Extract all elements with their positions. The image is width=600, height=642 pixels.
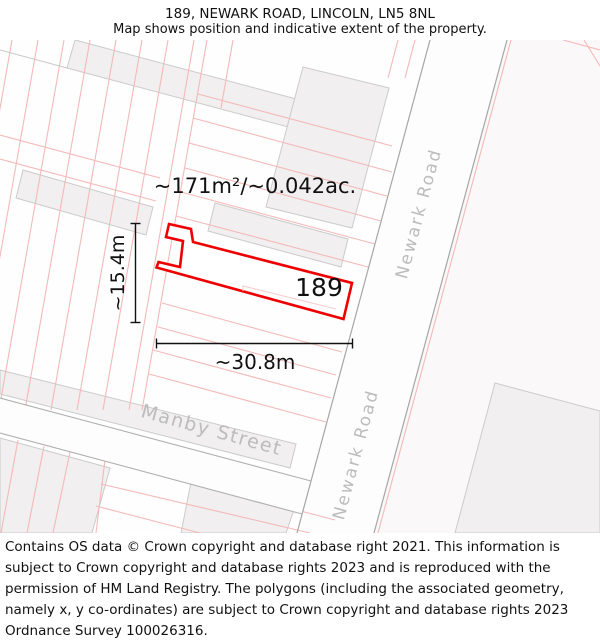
manby-street-north-edge	[0, 397, 312, 482]
manby-street-south-edge	[0, 432, 303, 515]
newark-road-surface	[297, 40, 507, 533]
road-boundaries	[0, 40, 508, 533]
height-dimension-label: ~15.4m	[107, 235, 129, 312]
area-label: ~171m²/~0.042ac.	[154, 174, 356, 198]
interior-plot-line	[242, 285, 337, 310]
height-dimension-line	[130, 222, 141, 324]
report-header: 189, NEWARK ROAD, LINCOLN, LN5 8NL Map s…	[0, 0, 600, 40]
manby-street-surface	[0, 398, 311, 514]
map-subtitle: Map shows position and indicative extent…	[113, 22, 487, 37]
width-dimension-label: ~30.8m	[215, 350, 296, 374]
map-canvas: Newark Road Newark Road Manby Street ~17…	[0, 40, 600, 533]
property-map: Newark Road Newark Road Manby Street ~17…	[0, 40, 600, 533]
property-boundary	[154, 222, 354, 321]
newark-road-east-edge	[373, 40, 508, 533]
newark-road-west-edge	[296, 40, 431, 533]
width-dimension-line	[155, 338, 354, 349]
copyright-notice: Contains OS data © Crown copyright and d…	[5, 539, 569, 639]
plot-number-label: 189	[295, 273, 343, 302]
page-title: 189, NEWARK ROAD, LINCOLN, LN5 8NL	[165, 6, 435, 22]
